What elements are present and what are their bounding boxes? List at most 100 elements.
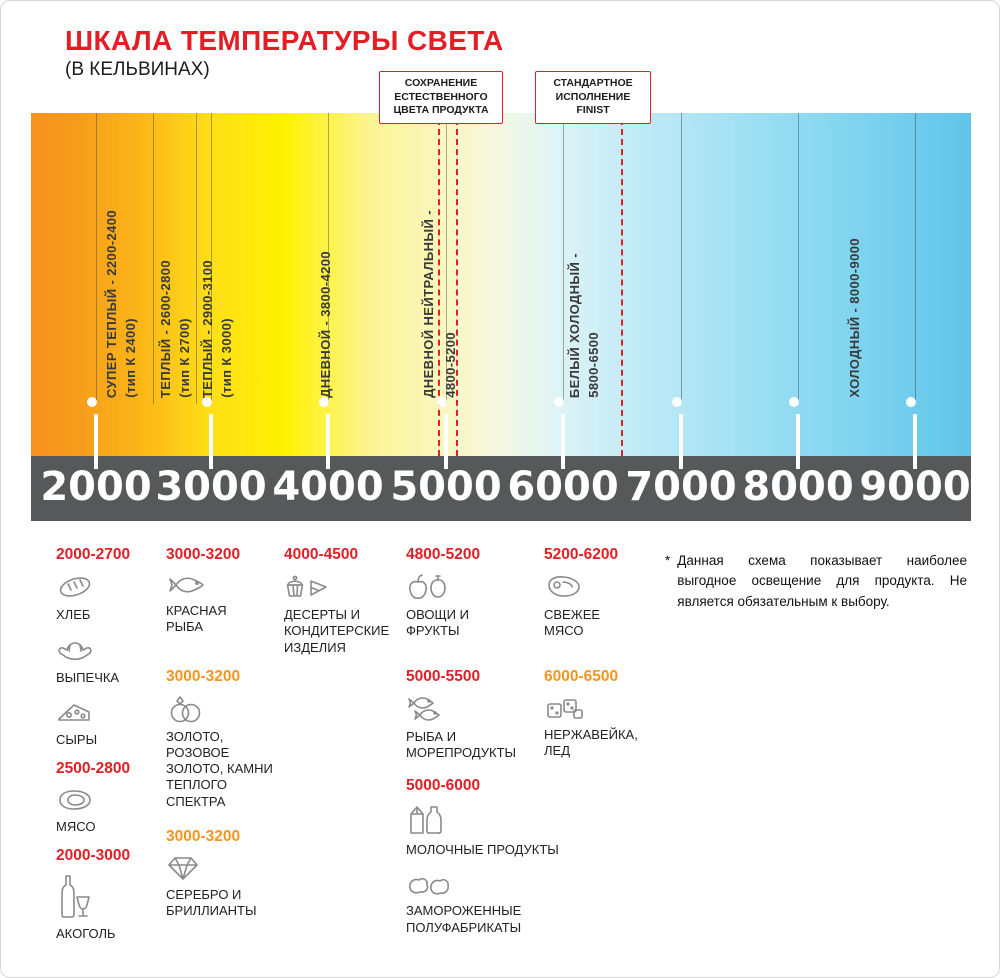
legend-group: 4000-4500 ДЕСЕРТЫ И КОНДИТЕРСКИЕ ИЗДЕЛИЯ	[284, 546, 402, 656]
scale-grid-line	[211, 113, 212, 404]
legend-item-label: СЫРЫ	[56, 731, 98, 747]
kelvin-range: 4800-5200	[406, 546, 481, 563]
legend-item-desserts: ДЕСЕРТЫ И КОНДИТЕРСКИЕ ИЗДЕЛИЯ	[284, 572, 402, 656]
legend-item-label: СВЕЖЕЕ МЯСО	[544, 607, 601, 639]
zone-sublabel-white-cold: 5800-6500	[586, 332, 601, 398]
meat-icon	[56, 786, 156, 814]
legend-group: 2500-2800 МЯСО	[56, 760, 156, 835]
legend-group: 6000-6500 НЕРЖАВЕЙКА, ЛЕД	[544, 668, 656, 760]
scale-tick-label: 9000	[859, 464, 971, 510]
scale-tick-label: 7000	[625, 464, 737, 510]
legend-item-label: ЗОЛОТО, РОЗОВОЕ ЗОЛОТО, КАМНИ ТЕПЛОГО СП…	[166, 728, 273, 809]
scale-grid-line	[328, 113, 329, 404]
legend-item-silver: СЕРЕБРО И БРИЛЛИАНТЫ	[166, 854, 278, 920]
legend-item-ice: НЕРЖАВЕЙКА, ЛЕД	[544, 694, 656, 760]
legend-group: 5200-6200 СВЕЖЕЕ МЯСО	[544, 546, 656, 640]
callout-natural-color: СОХРАНЕНИЕ ЕСТЕСТВЕННОГО ЦВЕТА ПРОДУКТА	[379, 71, 503, 124]
zone-label-white-cold: БЕЛЫЙ ХОЛОДНЫЙ -	[567, 252, 582, 398]
pin-stem	[209, 414, 213, 469]
kelvin-range: 6000-6500	[544, 667, 619, 685]
page-title: ШКАЛА ТЕМПЕРАТУРЫ СВЕТА	[65, 25, 504, 56]
legend-item-label: АКОГОЛЬ	[56, 926, 116, 941]
zone-label-cold: ХОЛОДНЫЙ - 8000-9000	[847, 238, 862, 398]
scale-pin	[672, 397, 682, 407]
legend-item-gold: ЗОЛОТО, РОЗОВОЕ ЗОЛОТО, КАМНИ ТЕПЛОГО СП…	[166, 694, 278, 810]
scale-pin	[554, 397, 564, 407]
legend-column-4: 4800-5200 ОВОЩИ И ФРУКТЫ 5000-5500 РЫБА …	[406, 546, 568, 948]
zone-label-super-warm: СУПЕР ТЕПЛЫЙ - 2200-2400	[104, 209, 119, 398]
legend-column-3: 4000-4500 ДЕСЕРТЫ И КОНДИТЕРСКИЕ ИЗДЕЛИЯ	[284, 546, 402, 668]
ice-icon	[544, 694, 656, 722]
legend-group: 2000-3000 АКОГОЛЬ	[56, 847, 156, 942]
kelvin-range: 5000-6000	[406, 777, 481, 794]
cheese-icon	[56, 699, 156, 727]
kelvin-range: 3000-3200	[166, 827, 241, 845]
scale-grid-line	[681, 113, 682, 404]
legend-item-alcohol: АКОГОЛЬ	[56, 873, 156, 942]
scale-grid-line	[96, 113, 97, 404]
zone-label-warm-3000: ТЕПЛЫЙ - 2900-3100	[200, 259, 215, 398]
zone-sublabel-warm-2700: (тип К 2700)	[177, 318, 192, 398]
fish-icon	[166, 572, 278, 598]
scale-grid-line	[798, 113, 799, 404]
scale-tick-label: 6000	[507, 464, 619, 510]
zone-label-daylight: ДНЕВНОЙ - 3800-4200	[318, 251, 333, 398]
scale-grid-line	[915, 113, 916, 404]
legend-item-vegetables: ОВОЩИ И ФРУКТЫ	[406, 572, 568, 640]
legend-group: 4800-5200 ОВОЩИ И ФРУКТЫ	[406, 546, 568, 640]
rings-icon	[166, 694, 278, 724]
footnote-text: Данная схема показывает наиболее выгодно…	[677, 553, 967, 609]
legend-group: 3000-3200 СЕРЕБРО И БРИЛЛИАНТЫ	[166, 828, 278, 920]
legend-column-1: 2000-2700 ХЛЕБ ВЫПЕЧКА СЫРЫ 2500-2800 МЯ…	[56, 546, 156, 954]
legend-item-red-fish: КРАСНАЯ РЫБА	[166, 572, 278, 636]
pin-stem	[679, 414, 683, 469]
scale-pin	[906, 397, 916, 407]
legend-item-fresh-meat: СВЕЖЕЕ МЯСО	[544, 572, 656, 640]
scale-grid-line	[446, 113, 447, 404]
scale-tick-label: 5000	[390, 464, 502, 510]
croissant-icon	[56, 635, 156, 665]
kelvin-range: 2500-2800	[56, 759, 131, 777]
legend-item-label: СЕРЕБРО И БРИЛЛИАНТЫ	[166, 886, 257, 918]
legend-item-label: ВЫПЕЧКА	[56, 670, 120, 686]
legend-item-label: РЫБА И МОРЕПРОДУКТЫ	[406, 728, 517, 760]
legend-item-frozen: ЗАМОРОЖЕННЫЕ ПОЛУФАБРИКАТЫ	[406, 872, 568, 936]
alcohol-icon	[56, 873, 156, 921]
legend-column-2: 3000-3200 КРАСНАЯ РЫБА 3000-3200 ЗОЛОТО,…	[166, 546, 278, 931]
legend-item-label: ДЕСЕРТЫ И КОНДИТЕРСКИЕ ИЗДЕЛИЯ	[284, 607, 390, 655]
legend-item-label: МОЛОЧНЫЕ ПРОДУКТЫ	[406, 842, 559, 857]
scale-pin	[319, 397, 329, 407]
scale-pin	[87, 397, 97, 407]
zone-sublabel-day-neutral: 4800-5200	[443, 332, 458, 398]
dashed-marker-line	[456, 119, 458, 456]
zone-sublabel-super-warm: (тип К 2400)	[123, 318, 138, 398]
kelvin-range: 2000-2700	[56, 546, 131, 563]
pin-stem	[913, 414, 917, 469]
footnote-marker: *	[665, 553, 671, 568]
legend-group: 2000-2700 ХЛЕБ ВЫПЕЧКА СЫРЫ	[56, 546, 156, 748]
bread-icon	[56, 572, 156, 602]
legend-item-bread: ХЛЕБ	[56, 572, 156, 623]
legend-item-dairy: МОЛОЧНЫЕ ПРОДУКТЫ	[406, 803, 568, 858]
temperature-gradient: СУПЕР ТЕПЛЫЙ - 2200-2400 (тип К 2400) ТЕ…	[31, 113, 971, 456]
legend-group: 5000-5500 РЫБА И МОРЕПРОДУКТЫ	[406, 668, 568, 762]
pin-stem	[444, 414, 448, 469]
dessert-icon	[284, 572, 402, 602]
legend-item-label: ЗАМОРОЖЕННЫЕ ПОЛУФАБРИКАТЫ	[406, 903, 522, 935]
kelvin-range: 5200-6200	[544, 546, 619, 563]
kelvin-scale-bar	[31, 456, 971, 521]
pin-stem	[94, 414, 98, 469]
pin-stem	[326, 414, 330, 469]
legend-item-label: МЯСО	[56, 818, 96, 834]
vegetables-icon	[406, 572, 568, 602]
legend-item-seafood: РЫБА И МОРЕПРОДУКТЫ	[406, 694, 568, 762]
frozen-icon	[406, 872, 568, 898]
kelvin-range: 4000-4500	[284, 546, 359, 563]
zone-label-day-neutral: ДНЕВНОЙ НЕЙТРАЛЬНЫЙ -	[421, 210, 436, 398]
zone-label-warm-2700: ТЕПЛЫЙ - 2600-2800	[158, 259, 173, 398]
callout-finist-standard: СТАНДАРТНОЕ ИСПОЛНЕНИЕ FINIST	[535, 71, 651, 124]
legend-item-cheese: СЫРЫ	[56, 699, 156, 748]
seafood-icon	[406, 694, 568, 724]
scale-tick-label: 8000	[742, 464, 854, 510]
scale-grid-line	[153, 113, 154, 404]
